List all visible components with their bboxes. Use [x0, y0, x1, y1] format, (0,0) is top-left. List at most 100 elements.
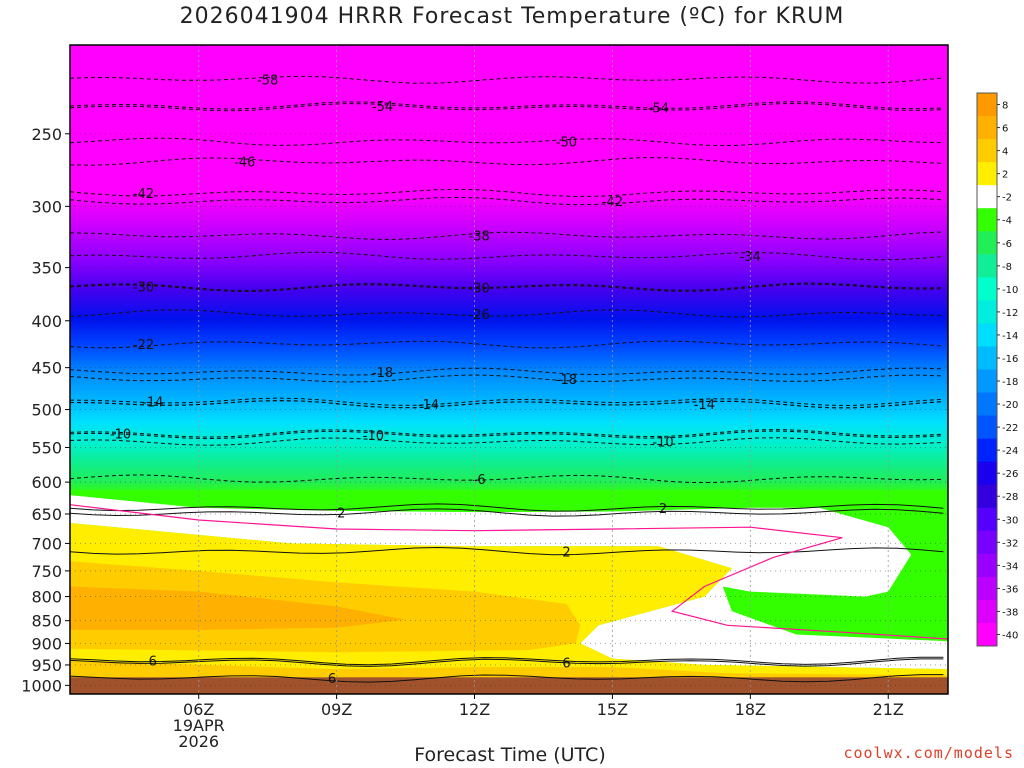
contour-label: -22 — [133, 338, 154, 353]
y-tick-label: 250 — [31, 125, 62, 144]
contour-label: -50 — [556, 136, 577, 151]
contour-label: -42 — [133, 187, 154, 202]
colorbar-label: -34 — [1002, 561, 1018, 572]
colorbar-label: -4 — [1002, 216, 1012, 227]
contour-label: 2 — [659, 502, 667, 517]
colorbar-label: -36 — [1002, 584, 1018, 595]
colorbar-swatch — [977, 323, 997, 347]
x-axis-title: Forecast Time (UTC) — [414, 744, 606, 766]
x-tick-label: 21Z — [873, 700, 904, 719]
colorbar-label: -8 — [1002, 262, 1012, 273]
colorbar-swatch — [977, 622, 997, 647]
contour-line — [69, 75, 944, 84]
colorbar-label: 8 — [1002, 101, 1008, 112]
colorbar-label: -6 — [1002, 239, 1012, 250]
colorbar-swatch — [977, 438, 997, 463]
y-tick-label: 800 — [31, 588, 62, 607]
contour-line — [69, 656, 944, 666]
colorbar-label: -20 — [1002, 400, 1018, 411]
contour-line — [69, 430, 944, 440]
contour-label: -10 — [110, 427, 131, 442]
colorbar-label: -2 — [1002, 193, 1012, 204]
contour-line — [69, 103, 944, 112]
colorbar-swatch — [977, 162, 997, 186]
colorbar-label: 2 — [1002, 170, 1008, 181]
plot-frame — [69, 44, 949, 695]
colorbar-label: -12 — [1002, 308, 1018, 319]
contour-line — [69, 397, 944, 407]
colorbar-swatch — [977, 300, 997, 324]
y-tick-label: 700 — [31, 534, 62, 553]
contour-line — [69, 400, 944, 409]
colorbar-label: 4 — [1002, 147, 1008, 158]
y-tick-label: 500 — [31, 401, 62, 420]
y-tick-label: 600 — [31, 473, 62, 492]
zero-contour — [69, 504, 949, 640]
contour-line — [69, 546, 944, 556]
colorbar-label: -28 — [1002, 492, 1018, 503]
y-tick-label: 550 — [31, 438, 62, 457]
credit-link[interactable]: coolwx.com/models — [843, 744, 1014, 762]
contour-line — [69, 283, 944, 293]
colorbar-label: 6 — [1002, 124, 1008, 135]
y-tick-label: 350 — [31, 259, 62, 278]
colorbar-label: -16 — [1002, 354, 1018, 365]
contour-line — [69, 196, 944, 206]
colorbar-swatch — [977, 576, 997, 601]
colorbar-frame — [976, 92, 998, 647]
contour-line — [69, 674, 944, 683]
x-tick-label: 15Z — [597, 700, 628, 719]
colorbar-swatch — [977, 139, 997, 163]
orange-shading — [70, 586, 406, 630]
contour-label: -14 — [694, 398, 715, 413]
contour-label: -54 — [372, 100, 393, 115]
contour-line — [69, 251, 944, 261]
colorbar-swatch — [977, 553, 997, 578]
y-tick-label: 1000 — [21, 676, 62, 695]
x-tick-label: 19APR — [173, 716, 225, 735]
colorbar-label: -26 — [1002, 469, 1018, 480]
contour-label: -14 — [142, 396, 163, 411]
colorbar-swatch — [977, 208, 997, 232]
colorbar-label: -40 — [1002, 630, 1018, 641]
contour-label: -42 — [602, 195, 623, 210]
contour-label: -46 — [234, 155, 255, 170]
colorbar-swatch — [977, 254, 997, 278]
colorbar-swatch — [977, 185, 997, 209]
contour-label: -26 — [469, 308, 490, 323]
contour-label: -54 — [648, 101, 669, 116]
contour-line — [69, 157, 944, 166]
contour-line — [69, 101, 944, 110]
colorbar-swatch — [977, 599, 997, 624]
contour-label: -58 — [257, 73, 278, 88]
contour-line — [69, 309, 944, 318]
y-tick-label: 850 — [31, 612, 62, 631]
colorbar-swatch — [977, 116, 997, 140]
y-tick-label: 750 — [31, 562, 62, 581]
y-tick-label: 300 — [31, 197, 62, 216]
contour-line — [69, 658, 944, 667]
contour-label: -34 — [740, 250, 761, 265]
colorbar-swatch — [977, 461, 997, 486]
colorbar-label: -14 — [1002, 331, 1018, 342]
colorbar-label: -18 — [1002, 377, 1018, 388]
chart-title: 2026041904 HRRR Forecast Temperature (ºC… — [179, 4, 845, 29]
colorbar-swatch — [977, 530, 997, 555]
colorbar-swatch — [977, 392, 997, 417]
contour-label: 6 — [328, 672, 336, 687]
contour-line — [69, 437, 944, 446]
contour-line — [69, 340, 944, 349]
contour-line — [69, 429, 944, 438]
contour-label: -30 — [469, 282, 490, 297]
colorbar-swatch — [977, 415, 997, 440]
contour-line — [69, 508, 944, 517]
colorbar-swatch — [977, 277, 997, 301]
contour-line — [69, 367, 944, 376]
y-tick-label: 900 — [31, 634, 62, 653]
y-tick-label: 950 — [31, 656, 62, 675]
contour-label: -18 — [556, 373, 577, 388]
colorbar-label: -22 — [1002, 423, 1018, 434]
contour-line — [69, 503, 944, 512]
contour-label: -30 — [133, 281, 154, 296]
colorbar: 8 6 4 2 -2 -4 -6 -8 -10 -12 -14 -16 -18 -20 -22 -24 -26 -… — [976, 92, 1018, 647]
